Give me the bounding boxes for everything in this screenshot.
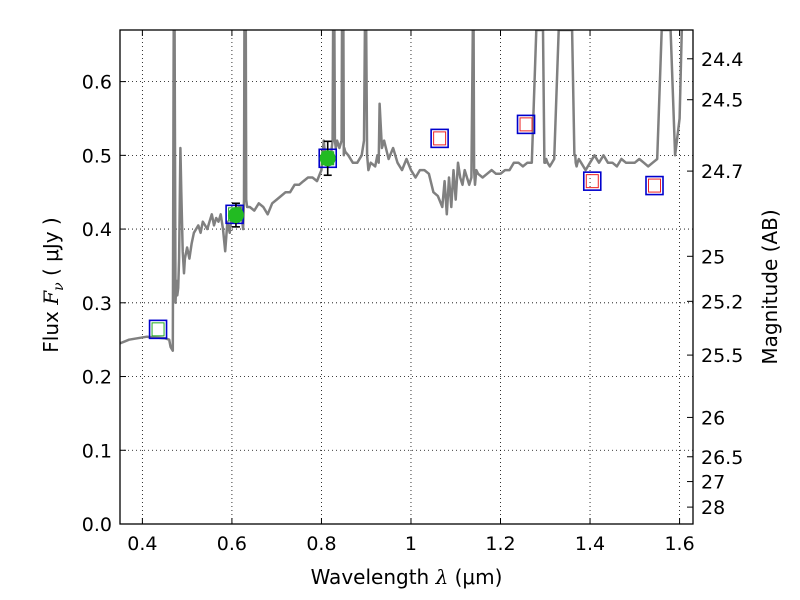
model-photometry-box <box>430 128 449 149</box>
x-tick-label: 0.8 <box>306 533 336 555</box>
magnitude-tick-label: 26 <box>701 407 725 429</box>
x-axis-title: Wavelength λ (μm) <box>311 565 503 589</box>
y-tick-label: 0.4 <box>82 219 112 241</box>
model-photometry-inner-box <box>585 174 599 189</box>
model-photometry-inner-box <box>648 178 662 193</box>
y-axis-unit: ( μJy ) <box>39 217 63 282</box>
x-axis-lambda: λ <box>435 565 449 589</box>
x-tick-label: 0.4 <box>127 533 157 555</box>
x-tick-label: 1.2 <box>485 533 515 555</box>
x-axis-unit: (μm) <box>448 565 502 589</box>
magnitude-tick-label: 24.5 <box>701 90 743 112</box>
ticks: 0.4 0.6 0.8 1 1.2 1.4 1.6 0.0 0.1 0.2 0.3 0.4 0.5 0.6… <box>82 30 743 555</box>
x-tick-label: 1.6 <box>664 533 694 555</box>
model-photometry-box <box>645 175 664 196</box>
model-spectrum-line <box>120 30 684 352</box>
x-axis-title-prefix: Wavelength <box>311 565 436 589</box>
observed-point <box>319 150 336 167</box>
magnitude-tick-label: 27 <box>701 472 725 494</box>
magnitude-tick-label: 24.4 <box>701 49 743 71</box>
x-tick-label: 1 <box>405 533 417 555</box>
magnitude-tick-label: 25.2 <box>701 291 743 313</box>
magnitude-tick-label: 26.5 <box>701 447 743 469</box>
y-axis-nu: ν <box>51 282 67 291</box>
y-tick-label: 0.0 <box>82 514 112 536</box>
magnitude-tick-label: 24.7 <box>701 161 743 183</box>
model-photometry-inner-box <box>519 117 533 132</box>
grid <box>120 30 693 525</box>
model-photometry-inner-box <box>151 322 165 337</box>
right-axis-title: Magnitude (AB) <box>758 209 782 364</box>
model-spectrum-layer <box>120 30 684 352</box>
model-photometry-box <box>582 171 602 191</box>
magnitude-tick-label: 25 <box>701 246 725 268</box>
y-tick-label: 0.1 <box>82 440 112 462</box>
plot-frame <box>119 29 694 525</box>
x-tick-label: 1.4 <box>575 533 605 555</box>
y-axis-title-prefix: Flux <box>39 305 63 353</box>
y-axis-F: F <box>39 290 63 306</box>
model-photometry-box <box>148 319 168 340</box>
y-tick-label: 0.2 <box>82 367 112 389</box>
magnitude-tick-label: 25.5 <box>701 345 743 367</box>
model-photometry-inner-box <box>433 131 447 146</box>
y-tick-label: 0.5 <box>82 145 112 167</box>
photometry-layer <box>148 114 664 340</box>
magnitude-tick-label: 28 <box>701 497 725 519</box>
y-tick-label: 0.6 <box>82 72 112 94</box>
y-axis-title: Flux Fν ( μJy ) <box>39 217 67 352</box>
y-tick-label: 0.3 <box>82 293 112 315</box>
x-tick-label: 0.6 <box>217 533 247 555</box>
model-photometry-box <box>516 114 536 135</box>
observed-point <box>227 207 244 224</box>
